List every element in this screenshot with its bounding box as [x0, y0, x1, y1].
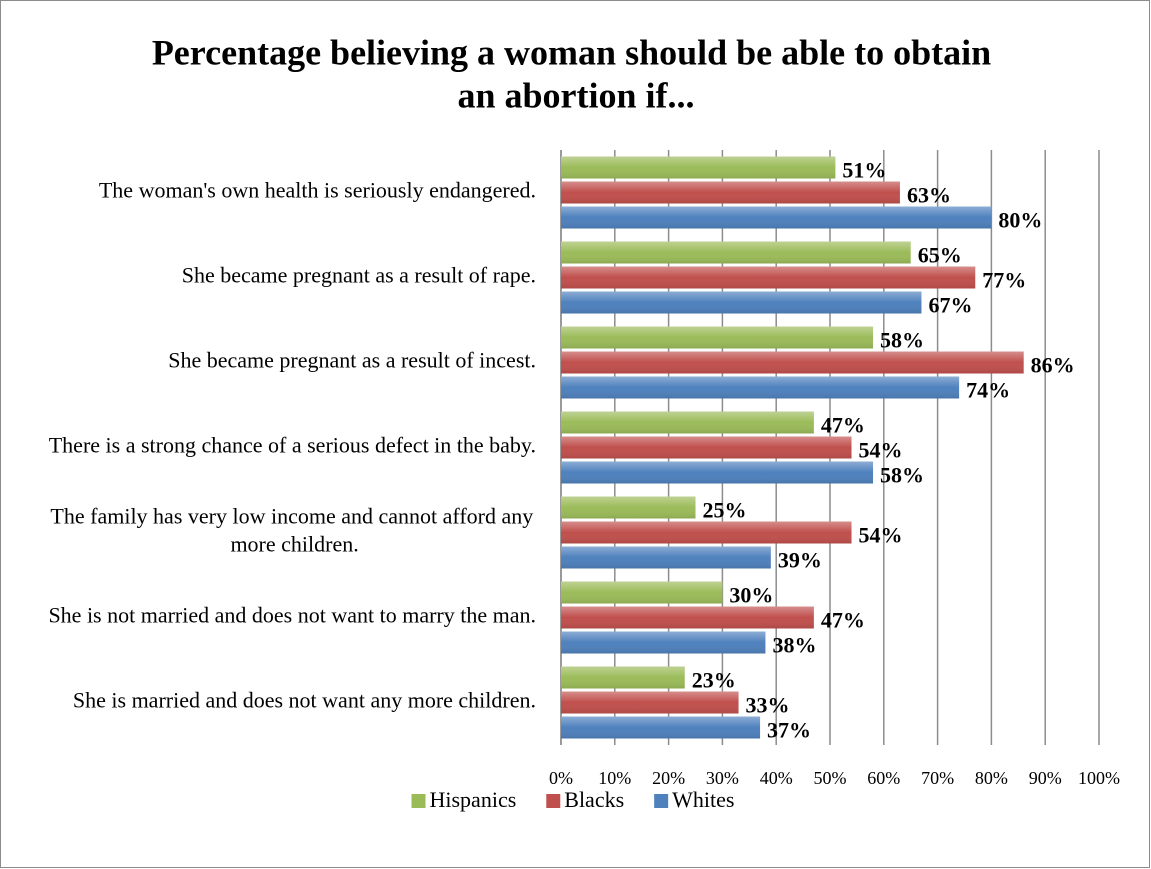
data-label: 47%: [821, 413, 865, 438]
x-tick-label: 40%: [760, 768, 793, 788]
y-tick-label: She became pregnant as a result of inces…: [168, 348, 536, 373]
bar-shade: [561, 411, 814, 434]
data-label: 86%: [1031, 353, 1075, 378]
data-label: 65%: [918, 243, 962, 268]
data-label: 80%: [998, 208, 1042, 233]
data-label: 77%: [982, 268, 1026, 293]
bar-shade: [561, 326, 874, 349]
y-tick-label: The family has very low income and canno…: [50, 504, 538, 557]
data-label: 54%: [859, 438, 903, 463]
bar-shade: [561, 521, 852, 544]
legend-swatch: [546, 794, 561, 808]
data-label: 58%: [880, 463, 924, 488]
legend-label: Blacks: [564, 787, 624, 812]
x-tick-label: 100%: [1078, 768, 1120, 788]
legend-swatch: [411, 794, 426, 808]
bar-shade: [561, 716, 761, 739]
bar-shade: [561, 581, 723, 604]
x-tick-label: 50%: [814, 768, 847, 788]
data-label: 23%: [692, 668, 736, 693]
bar-shade: [561, 631, 766, 654]
data-label: 63%: [907, 183, 951, 208]
legend-label: Whites: [672, 787, 734, 812]
bar-shade: [561, 461, 874, 484]
bar-shade: [561, 206, 992, 229]
bar-shade: [561, 606, 814, 629]
data-label: 54%: [859, 523, 903, 548]
bar-shade: [561, 181, 900, 204]
data-label: 25%: [703, 498, 747, 523]
x-tick-label: 90%: [1029, 768, 1062, 788]
bar-shade: [561, 691, 739, 714]
bar-shade: [561, 376, 960, 399]
data-label: 33%: [746, 693, 790, 718]
bar-shade: [561, 436, 852, 459]
data-label: 30%: [729, 583, 773, 608]
data-label: 51%: [842, 158, 886, 183]
bar-shade: [561, 666, 685, 689]
x-tick-label: 70%: [921, 768, 954, 788]
bar-shade: [561, 291, 922, 314]
data-label: 74%: [966, 378, 1010, 403]
x-tick-label: 20%: [652, 768, 685, 788]
chart-title: Percentage believing a woman should be a…: [152, 33, 1000, 116]
bar-shade: [561, 241, 911, 264]
bar-shade: [561, 156, 836, 179]
y-tick-label: She is married and does not want any mor…: [73, 688, 536, 713]
legend-label: Hispanics: [430, 787, 517, 812]
data-label: 58%: [880, 328, 924, 353]
data-label: 39%: [778, 548, 822, 573]
legend-swatch: [654, 794, 669, 808]
x-tick-label: 80%: [975, 768, 1008, 788]
data-label: 37%: [767, 718, 811, 743]
x-tick-label: 10%: [598, 768, 631, 788]
y-tick-label: There is a strong chance of a serious de…: [49, 433, 536, 458]
x-tick-label: 0%: [549, 768, 573, 788]
x-tick-label: 60%: [867, 768, 900, 788]
bar-shade: [561, 266, 976, 289]
bar-shade: [561, 546, 771, 569]
bar-shade: [561, 496, 696, 519]
y-tick-label: She is not married and does not want to …: [48, 603, 536, 628]
bar-shade: [561, 351, 1024, 374]
y-tick-label: The woman's own health is seriously enda…: [99, 178, 536, 203]
data-label: 38%: [772, 633, 816, 658]
y-tick-label: She became pregnant as a result of rape.: [182, 263, 536, 288]
data-label: 67%: [928, 293, 972, 318]
x-tick-label: 30%: [706, 768, 739, 788]
data-label: 47%: [821, 608, 865, 633]
